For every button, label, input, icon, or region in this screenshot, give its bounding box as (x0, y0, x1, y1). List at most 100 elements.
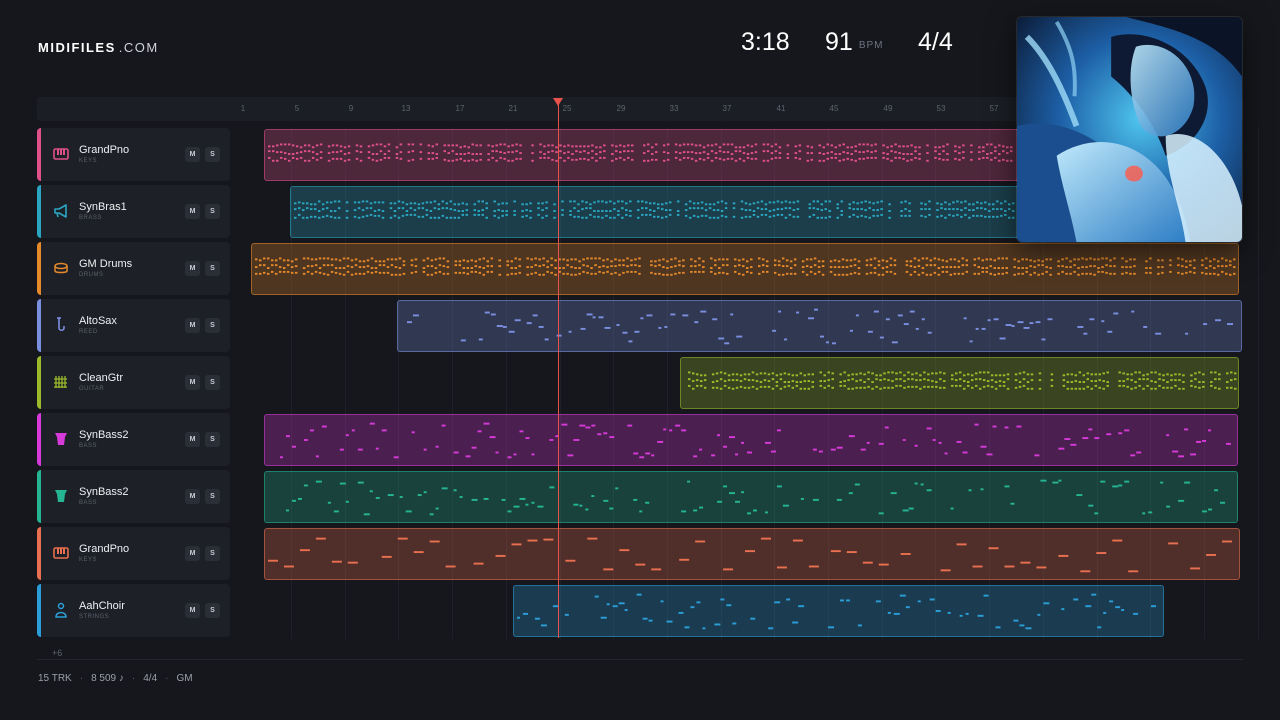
midi-note (362, 272, 366, 275)
midi-note (1229, 273, 1232, 276)
more-tracks-indicator[interactable]: +6 (52, 648, 63, 658)
midi-clip[interactable] (264, 414, 1238, 466)
midi-note (1089, 318, 1095, 321)
solo-button[interactable]: S (205, 261, 220, 276)
midi-note (397, 200, 401, 203)
mute-button[interactable]: M (185, 603, 200, 618)
midi-note (843, 371, 846, 374)
midi-note (431, 152, 435, 155)
solo-button[interactable]: S (205, 204, 220, 219)
midi-note (927, 379, 930, 382)
solo-button[interactable]: S (205, 546, 220, 561)
midi-note (339, 157, 343, 160)
midi-note (454, 260, 458, 263)
midi-note (750, 152, 754, 155)
midi-note (1146, 384, 1149, 387)
solo-button[interactable]: S (205, 603, 220, 618)
midi-note (458, 260, 462, 263)
midi-note (515, 157, 518, 160)
midi-note (990, 379, 994, 382)
midi-note (768, 201, 772, 204)
midi-note (355, 157, 359, 160)
grid-line (1042, 127, 1044, 639)
solo-button[interactable]: S (205, 489, 220, 504)
midi-note (929, 264, 933, 267)
midi-note (962, 380, 966, 383)
mute-button[interactable]: M (185, 489, 200, 504)
mute-button[interactable]: M (185, 261, 200, 276)
midi-note (883, 372, 886, 375)
midi-note (1034, 454, 1040, 457)
midi-clip[interactable] (264, 471, 1238, 523)
midi-clip[interactable] (264, 528, 1240, 580)
track-header[interactable]: AahChoir STRINGS M S (37, 584, 230, 637)
midi-note (829, 270, 833, 273)
midi-note (711, 373, 715, 376)
midi-clip[interactable] (513, 585, 1164, 637)
track-header[interactable]: SynBass2 BASS M S (37, 470, 230, 523)
midi-note (692, 207, 696, 210)
midi-note (646, 143, 650, 146)
midi-note (271, 145, 275, 148)
midi-clip[interactable] (680, 357, 1239, 409)
midi-note (370, 267, 374, 269)
midi-note (555, 159, 558, 162)
midi-note (1004, 426, 1009, 429)
midi-note (274, 264, 278, 267)
midi-note (738, 264, 741, 267)
track-header[interactable]: SynBass2 BASS M S (37, 413, 230, 466)
track-header[interactable]: GrandPno KEYS M S (37, 527, 230, 580)
midi-note (1138, 378, 1141, 381)
midi-note (776, 429, 781, 432)
midi-note (859, 379, 862, 382)
track-header[interactable]: AltoSax REED M S (37, 299, 230, 352)
midi-note (937, 267, 941, 269)
midi-note (913, 257, 917, 260)
mute-button[interactable]: M (185, 546, 200, 561)
midi-note (483, 497, 489, 500)
track-header[interactable]: GrandPno KEYS M S (37, 128, 230, 181)
mute-button[interactable]: M (185, 204, 200, 219)
midi-note (752, 509, 757, 512)
midi-note (578, 260, 581, 263)
midi-note (470, 267, 474, 269)
midi-clip[interactable] (290, 186, 1020, 238)
midi-note (978, 378, 982, 381)
midi-note (808, 203, 812, 206)
solo-button[interactable]: S (205, 375, 220, 390)
midi-note (429, 201, 433, 204)
midi-clip[interactable] (264, 129, 1020, 181)
midi-note (602, 259, 605, 262)
midi-note (698, 144, 702, 147)
mute-button[interactable]: M (185, 318, 200, 333)
midi-note (874, 150, 877, 153)
midi-clip[interactable] (397, 300, 1242, 352)
midi-note (1086, 372, 1090, 375)
midi-note (339, 448, 344, 451)
midi-note (712, 318, 718, 321)
mute-button[interactable]: M (185, 147, 200, 162)
track-header[interactable]: GM Drums DRUMS M S (37, 242, 230, 295)
midi-note (739, 374, 743, 377)
track-header[interactable]: CleanGtr GUITAR M S (37, 356, 230, 409)
midi-clip[interactable] (251, 243, 1239, 295)
midi-note (1070, 387, 1074, 390)
midi-note (938, 441, 942, 444)
solo-button[interactable]: S (205, 147, 220, 162)
midi-note (990, 152, 993, 155)
solo-button[interactable]: S (205, 318, 220, 333)
midi-note (1002, 381, 1006, 383)
midi-note (1045, 266, 1048, 269)
midi-note (890, 159, 893, 162)
playhead[interactable] (558, 101, 559, 638)
solo-button[interactable]: S (205, 432, 220, 447)
midi-note (774, 150, 778, 153)
midi-note (1189, 270, 1192, 273)
midi-note (1225, 265, 1228, 268)
midi-note (776, 485, 782, 488)
track-header[interactable]: SynBras1 BRASS M S (37, 185, 230, 238)
midi-note (499, 156, 502, 159)
tempo-value: 91 (825, 28, 853, 56)
mute-button[interactable]: M (185, 432, 200, 447)
mute-button[interactable]: M (185, 375, 200, 390)
